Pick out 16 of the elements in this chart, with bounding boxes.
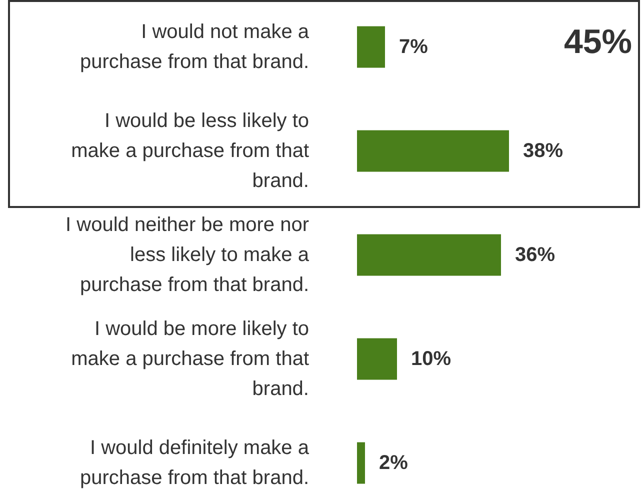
bar [357, 26, 385, 68]
text: 45% [564, 23, 632, 61]
y-tick-label: I would definitely make a purchase from that brand. [80, 437, 310, 489]
bar [357, 442, 365, 484]
data-label: 7% [399, 36, 428, 58]
data-label: 2% [379, 452, 408, 474]
y-tick-label: I would be less likely to make a purchase from that brand. [71, 110, 310, 192]
y-tick-label: I would be more likely to make a purchase from that brand. [71, 318, 310, 400]
bar [357, 338, 397, 380]
y-tick-label: I would not make a purchase from that brand. [80, 21, 310, 73]
data-label: 10% [411, 348, 452, 370]
y-tick-label: I would neither be more nor less likely to make a purchase from that brand. [66, 214, 310, 296]
data-label: 36% [515, 244, 556, 266]
bar [357, 234, 501, 276]
bar [357, 130, 509, 172]
data-label: 38% [523, 140, 564, 162]
